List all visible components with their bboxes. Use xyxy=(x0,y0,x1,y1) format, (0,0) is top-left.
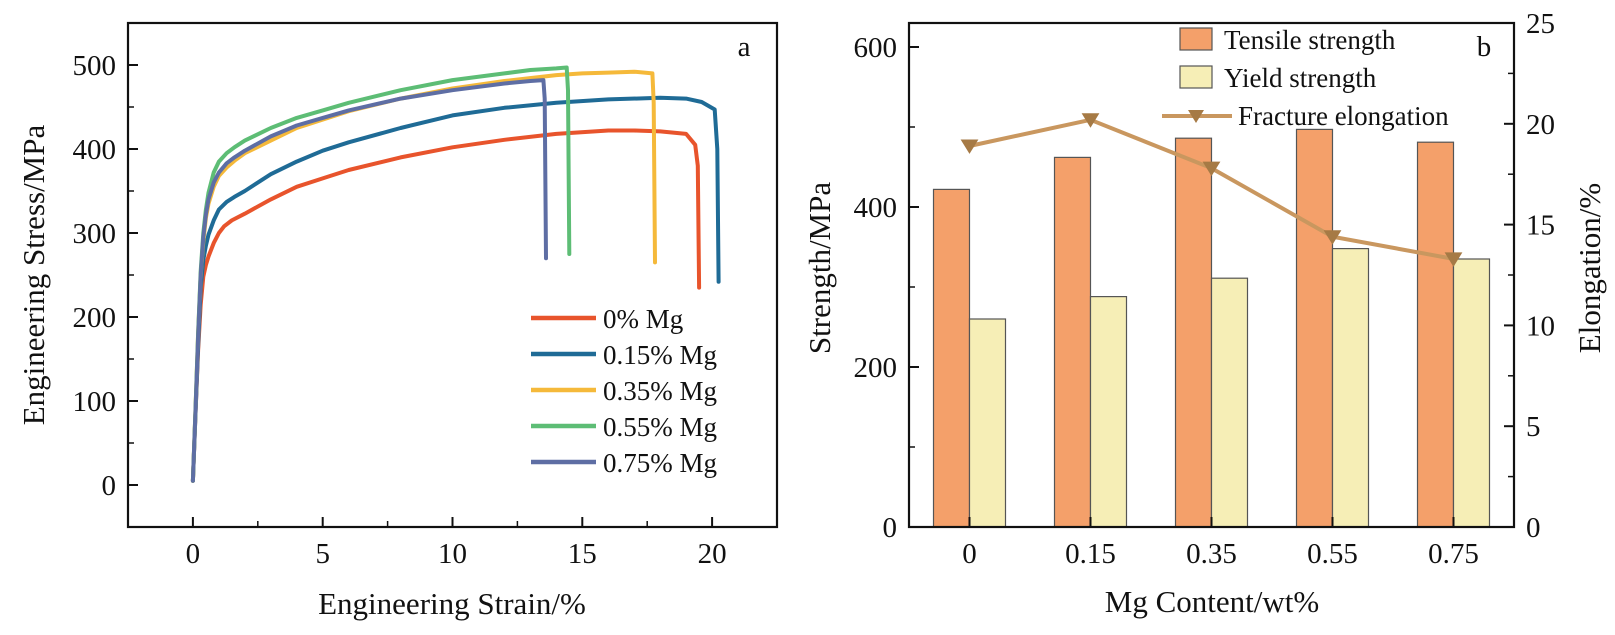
panel-a-y-axis-label: Engineering Stress/MPa xyxy=(16,125,51,426)
panel-b-y2-tick-label: 0 xyxy=(1526,512,1541,544)
panel-a-y-tick-label: 400 xyxy=(73,134,117,166)
panel-b-y2-tick-label: 10 xyxy=(1526,310,1555,342)
panel-b-y-axis-label: Strength/MPa xyxy=(802,182,837,354)
panel-b-y-tick-label: 200 xyxy=(854,352,898,384)
panel-a-y-tick-label: 0 xyxy=(102,470,117,502)
panel-b-x-axis-label: Mg Content/wt% xyxy=(1105,584,1319,619)
panel-a-x-tick-label: 15 xyxy=(568,538,597,570)
panel-b-x-tick-label: 0.55 xyxy=(1307,538,1358,570)
panel-b-bar xyxy=(932,188,971,528)
panel-b-ticks: 0 0.15 0.35 0.55 0.75 0 200 400 600 0 5 10 15 20 25 xyxy=(854,8,1556,570)
panel-a-legend-label: 0% Mg xyxy=(603,304,683,334)
panel-b-legend-label: Fracture elongation xyxy=(1238,101,1449,131)
panel-b-legend-label: Yield strength xyxy=(1224,63,1377,93)
panel-b-bar xyxy=(1331,248,1370,528)
panel-b-y2-tick-label: 25 xyxy=(1526,8,1555,40)
panel-a-y-tick-label: 500 xyxy=(73,50,117,82)
panel-b-bar xyxy=(1416,141,1455,528)
panel-b-elongation-marker xyxy=(1202,161,1221,177)
panel-b-label: b xyxy=(1477,31,1492,63)
panel-b-legend: Tensile strength Yield strength Fracture e… xyxy=(1162,25,1449,131)
panel-a-series-line xyxy=(190,78,548,483)
panel-b-y2-tick-label: 20 xyxy=(1526,109,1555,141)
panel-b-x-tick-label: 0.75 xyxy=(1428,538,1479,570)
panel-b-elongation-marker xyxy=(1323,230,1342,245)
panel-b-bar xyxy=(1452,258,1491,528)
panel-b-y-tick-label: 0 xyxy=(883,512,898,544)
panel-b-elongation-line xyxy=(960,113,1463,267)
panel-b-elongation-marker xyxy=(1444,252,1463,267)
panel-b-legend-swatch xyxy=(1179,65,1213,89)
panel-a-series-line xyxy=(190,128,702,483)
panel-a-lines xyxy=(190,65,721,483)
panel-b-x-tick-label: 0.15 xyxy=(1065,538,1116,570)
panel-a-legend-label: 0.75% Mg xyxy=(603,448,717,478)
panel-a-label: a xyxy=(738,31,751,63)
panel-b-y2-tick-label: 15 xyxy=(1526,210,1555,242)
panel-b-x-tick-label: 0 xyxy=(962,538,977,570)
panel-a-y-tick-label: 100 xyxy=(73,386,117,418)
panel-b-bar xyxy=(1174,137,1213,528)
panel-b-y2-axis-label: Elongation/% xyxy=(1572,183,1607,353)
panel-b-bar xyxy=(1053,156,1092,528)
panel-b-bar xyxy=(1089,296,1128,528)
panel-b-legend-swatch-marker xyxy=(1188,110,1204,123)
panel-b-bars xyxy=(932,128,1491,528)
panel-a-x-tick-label: 10 xyxy=(438,538,467,570)
panel-b-y-tick-label: 600 xyxy=(854,32,898,64)
panel-a-x-tick-label: 0 xyxy=(186,538,201,570)
panel-b-strength-elongation-chart: 0 0.15 0.35 0.55 0.75 0 200 400 600 0 5 10 15 20 25 Te… xyxy=(802,8,1607,619)
panel-b-bar xyxy=(1210,277,1249,528)
panel-b-y2-tick-label: 5 xyxy=(1526,411,1541,443)
panel-a-x-tick-label: 20 xyxy=(698,538,727,570)
panel-a-x-tick-label: 5 xyxy=(315,538,330,570)
panel-a-y-tick-label: 200 xyxy=(73,302,117,334)
panel-a-legend: 0% Mg 0.15% Mg 0.35% Mg 0.55% Mg 0.75% Mg xyxy=(531,304,717,478)
panel-a-series-line xyxy=(190,65,572,483)
panel-a-legend-label: 0.15% Mg xyxy=(603,340,717,370)
panel-b-bar xyxy=(968,318,1007,528)
panel-a-y-tick-label: 300 xyxy=(73,218,117,250)
panel-a-legend-label: 0.35% Mg xyxy=(603,376,717,406)
panel-b-x-tick-label: 0.35 xyxy=(1186,538,1237,570)
panel-b-bar xyxy=(1295,128,1334,528)
panel-b-elongation-marker xyxy=(960,139,979,154)
panel-b-y-tick-label: 400 xyxy=(854,192,898,224)
panel-b-legend-swatch xyxy=(1179,27,1213,51)
panel-a-x-axis-label: Engineering Strain/% xyxy=(318,586,586,621)
panel-b-elongation-marker xyxy=(1081,113,1100,128)
panel-b-legend-label: Tensile strength xyxy=(1224,25,1396,55)
panel-a-legend-label: 0.55% Mg xyxy=(603,412,717,442)
